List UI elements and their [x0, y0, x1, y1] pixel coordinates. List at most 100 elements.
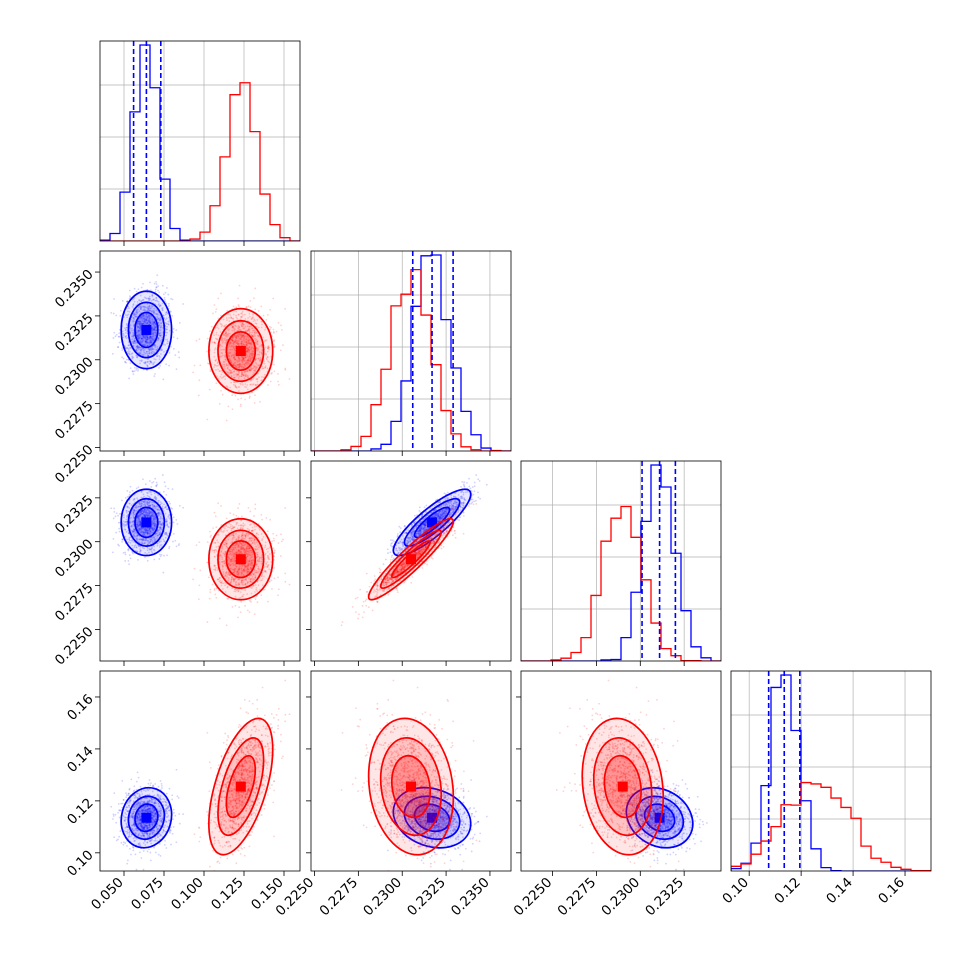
sample-point — [263, 362, 266, 365]
sample-point — [249, 306, 252, 309]
sample-point — [144, 319, 146, 322]
sample-point — [237, 313, 240, 316]
sample-point — [232, 342, 234, 345]
sample-point — [147, 297, 150, 300]
sample-point — [236, 364, 239, 366]
sample-point — [256, 601, 259, 604]
sample-point — [140, 342, 143, 344]
sample-point — [211, 341, 214, 344]
sample-point — [143, 317, 145, 319]
sample-point — [144, 551, 147, 554]
sample-point — [157, 289, 159, 292]
sample-point — [225, 362, 228, 365]
sample-point — [141, 323, 144, 326]
sample-point — [266, 355, 269, 358]
sample-point — [236, 342, 239, 344]
sample-point — [165, 322, 168, 325]
sample-point — [148, 342, 151, 345]
sample-point — [139, 362, 141, 365]
sample-point — [178, 504, 181, 507]
sample-point — [143, 317, 146, 320]
sample-point — [206, 350, 208, 353]
sample-point — [249, 369, 252, 372]
sample-point — [171, 507, 174, 510]
sample-point — [215, 526, 218, 529]
sample-point — [144, 361, 146, 364]
sample-point — [131, 356, 134, 359]
sample-point — [152, 362, 155, 365]
sample-point — [138, 329, 141, 332]
sample-point — [150, 310, 153, 313]
sample-point — [233, 341, 236, 344]
sample-point — [391, 539, 394, 542]
sample-point — [157, 534, 160, 537]
sample-point — [131, 357, 134, 360]
sample-point — [132, 312, 135, 315]
sample-point — [175, 368, 178, 371]
sample-point — [148, 347, 151, 350]
sample-point — [182, 506, 185, 509]
sample-point — [141, 337, 143, 340]
sample-point — [237, 373, 239, 376]
sample-point — [253, 370, 256, 372]
sample-point — [239, 611, 242, 614]
sample-point — [154, 326, 157, 329]
sample-point — [250, 348, 253, 351]
sample-point — [128, 297, 131, 300]
sample-point — [138, 336, 141, 338]
sample-point — [240, 325, 243, 328]
sample-point — [240, 315, 242, 318]
sample-point — [146, 322, 149, 325]
sample-point — [254, 365, 257, 368]
sample-point — [251, 350, 254, 353]
sample-point — [167, 323, 170, 325]
sample-point — [145, 340, 148, 343]
sample-point — [126, 300, 128, 303]
sample-point — [130, 329, 133, 332]
sample-point — [243, 363, 246, 366]
sample-point — [240, 340, 243, 343]
sample-point — [149, 361, 152, 363]
sample-point — [244, 318, 247, 320]
sample-point — [147, 344, 149, 347]
sample-point — [124, 327, 126, 330]
sample-point — [132, 342, 135, 345]
sample-point — [256, 366, 258, 369]
sample-point — [247, 348, 250, 351]
sample-point — [118, 341, 121, 344]
sample-point — [231, 348, 233, 351]
sample-point — [226, 366, 229, 369]
sample-point — [221, 338, 224, 341]
sample-point — [149, 309, 152, 312]
sample-point — [151, 337, 153, 340]
sample-point — [135, 290, 138, 293]
sample-point — [151, 346, 154, 349]
sample-point — [136, 349, 138, 352]
sample-point — [156, 355, 159, 357]
sample-point — [133, 370, 136, 373]
sample-point — [208, 388, 211, 391]
sample-point — [144, 360, 147, 363]
sample-point — [153, 329, 156, 332]
sample-point — [143, 534, 146, 537]
sample-point — [258, 335, 261, 338]
sample-point — [148, 316, 151, 319]
sample-point — [151, 527, 153, 530]
sample-point — [228, 345, 231, 347]
sample-point — [272, 340, 275, 343]
sample-point — [144, 338, 147, 340]
sample-point — [152, 334, 155, 336]
sample-point — [154, 322, 157, 325]
sample-point — [223, 333, 225, 336]
sample-point — [148, 349, 151, 352]
sample-point — [150, 515, 153, 518]
sample-point — [138, 352, 141, 355]
sample-point — [229, 342, 232, 345]
sample-point — [224, 375, 226, 377]
sample-point — [111, 551, 114, 554]
sample-point — [225, 317, 228, 320]
sample-point — [210, 325, 213, 328]
sample-point — [137, 330, 140, 332]
sample-point — [146, 501, 149, 504]
sample-point — [129, 332, 132, 335]
